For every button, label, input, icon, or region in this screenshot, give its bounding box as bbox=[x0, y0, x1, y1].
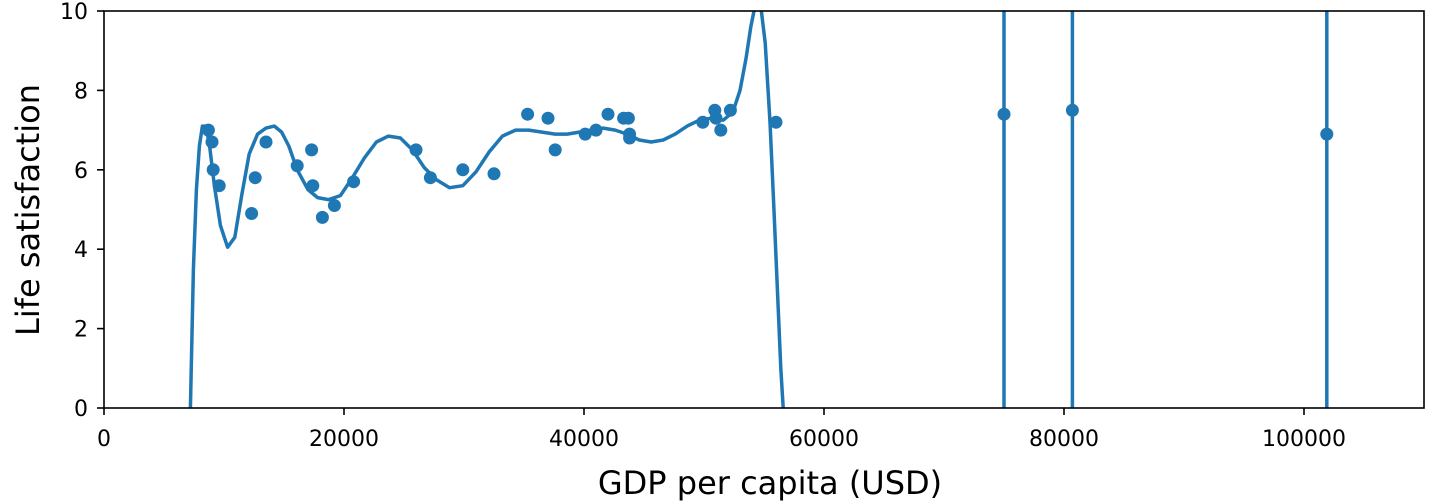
data-point-18 bbox=[541, 111, 555, 125]
y-tick-label-1: 2 bbox=[74, 318, 88, 343]
x-tick-label-3: 60000 bbox=[789, 427, 859, 452]
axis-ticks: 0 20000 40000 60000 80000 100000 0 2 4 6 8 10 bbox=[60, 0, 1346, 452]
data-point-24 bbox=[621, 111, 635, 125]
data-point-8 bbox=[305, 143, 319, 157]
data-point-7 bbox=[290, 159, 304, 173]
data-point-16 bbox=[487, 167, 501, 181]
axes-frame bbox=[103, 10, 1425, 409]
data-point-4 bbox=[245, 207, 259, 220]
data-point-9 bbox=[306, 179, 320, 193]
data-point-2 bbox=[206, 163, 220, 177]
data-point-3 bbox=[212, 179, 226, 193]
y-tick-label-3: 6 bbox=[74, 159, 88, 184]
data-point-20 bbox=[578, 127, 592, 141]
data-point-14 bbox=[423, 171, 437, 185]
x-tick-label-0: 0 bbox=[97, 427, 111, 452]
data-point-12 bbox=[347, 175, 361, 189]
x-tick-label-4: 80000 bbox=[1029, 427, 1099, 452]
data-point-21 bbox=[589, 123, 603, 137]
data-point-13 bbox=[409, 143, 423, 157]
data-point-33 bbox=[997, 107, 1011, 121]
y-tick-label-4: 8 bbox=[74, 79, 88, 104]
data-point-11 bbox=[327, 199, 341, 212]
x-tick-label-5: 100000 bbox=[1262, 427, 1346, 452]
x-tick-label-2: 40000 bbox=[549, 427, 619, 452]
data-point-35 bbox=[1320, 127, 1334, 141]
y-axis-title: Life satisfaction bbox=[9, 84, 47, 336]
data-point-6 bbox=[259, 135, 273, 149]
axes-border bbox=[103, 10, 1425, 409]
y-tick-label-2: 4 bbox=[74, 238, 88, 263]
data-point-34 bbox=[1065, 103, 1079, 117]
model-curve bbox=[188, 11, 785, 408]
data-point-1 bbox=[205, 135, 219, 149]
data-point-27 bbox=[696, 115, 710, 129]
data-point-29 bbox=[709, 111, 723, 125]
data-point-15 bbox=[456, 163, 470, 177]
y-tick-label-5: 10 bbox=[60, 0, 88, 25]
data-point-17 bbox=[521, 107, 535, 121]
data-point-22 bbox=[601, 107, 615, 121]
data-point-10 bbox=[315, 210, 329, 224]
data-point-0 bbox=[201, 123, 215, 137]
data-point-30 bbox=[714, 123, 728, 137]
x-axis-title: GDP per capita (USD) bbox=[598, 464, 942, 502]
data-point-5 bbox=[248, 171, 262, 185]
data-point-32 bbox=[769, 115, 783, 129]
data-point-31 bbox=[723, 103, 737, 117]
plot-area bbox=[188, 11, 1334, 408]
data-point-26 bbox=[623, 131, 637, 145]
x-tick-label-1: 20000 bbox=[309, 427, 379, 452]
y-tick-label-0: 0 bbox=[74, 397, 88, 422]
data-point-19 bbox=[548, 143, 562, 157]
